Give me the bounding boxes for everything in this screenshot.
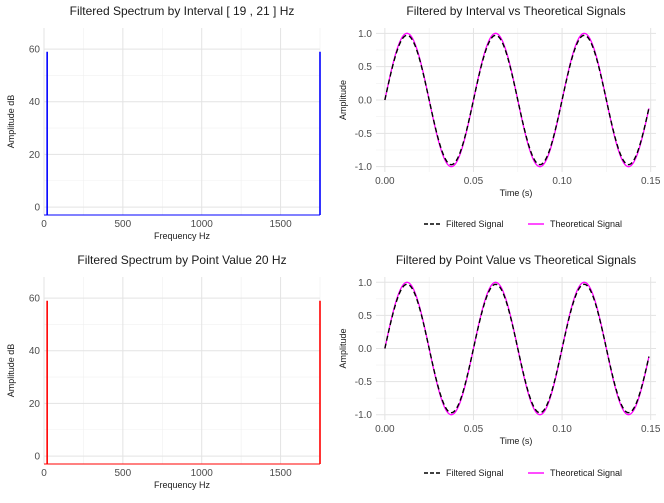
y-tick-label: 20 bbox=[29, 150, 41, 161]
series-line-filtered bbox=[384, 283, 650, 414]
x-tick-label: 0 bbox=[41, 468, 47, 479]
chart-title: Filtered Spectrum by Interval [ 19 , 21 … bbox=[70, 4, 295, 18]
x-tick-label: 0.05 bbox=[464, 424, 484, 435]
x-tick-label: 0.10 bbox=[552, 424, 572, 435]
legend-label: Theoretical Signal bbox=[550, 468, 622, 478]
y-tick-label: 40 bbox=[29, 346, 41, 357]
x-tick-label: 0.15 bbox=[641, 176, 661, 187]
chart-title: Filtered Spectrum by Point Value 20 Hz bbox=[77, 253, 286, 267]
chart-2: Filtered by Interval vs Theoretical Sign… bbox=[338, 4, 661, 229]
series-line-filtered bbox=[384, 34, 650, 166]
y-axis-label: Amplitude bbox=[338, 80, 348, 120]
chart-title: Filtered by Interval vs Theoretical Sign… bbox=[406, 4, 625, 18]
x-tick-label: 0.00 bbox=[375, 176, 395, 187]
y-tick-label: 0.5 bbox=[358, 62, 372, 73]
chart-title: Filtered by Point Value vs Theoretical S… bbox=[396, 253, 636, 267]
x-axis-label: Time (s) bbox=[500, 188, 533, 198]
legend-label: Filtered Signal bbox=[446, 468, 504, 478]
y-tick-label: 0 bbox=[34, 203, 40, 214]
legend-label: Theoretical Signal bbox=[550, 219, 622, 229]
chart-3: Filtered Spectrum by Point Value 20 Hz 0 5… bbox=[6, 253, 321, 490]
x-tick-label: 1000 bbox=[191, 468, 214, 479]
y-tick-label: 0.5 bbox=[358, 311, 372, 322]
x-tick-label: 0.10 bbox=[552, 176, 572, 187]
chart-4: Filtered by Point Value vs Theoretical S… bbox=[338, 253, 661, 478]
y-axis-label: Amplitude bbox=[338, 328, 348, 368]
y-tick-label: 1.0 bbox=[358, 29, 372, 40]
x-tick-label: 0.15 bbox=[641, 424, 661, 435]
y-tick-label: -0.5 bbox=[355, 377, 373, 388]
y-tick-label: 0.0 bbox=[358, 344, 372, 355]
x-tick-label: 0.00 bbox=[375, 424, 395, 435]
y-tick-label: 60 bbox=[29, 45, 41, 56]
y-tick-label: 60 bbox=[29, 294, 41, 305]
x-axis-label: Frequency Hz bbox=[154, 480, 211, 490]
x-tick-label: 500 bbox=[115, 219, 132, 230]
y-tick-label: 0 bbox=[34, 452, 40, 463]
x-tick-label: 1500 bbox=[269, 219, 292, 230]
x-tick-label: 1000 bbox=[191, 219, 214, 230]
legend: Filtered Signal Theoretical Signal bbox=[424, 219, 622, 229]
y-tick-label: 0.0 bbox=[358, 96, 372, 107]
legend-label: Filtered Signal bbox=[446, 219, 504, 229]
y-tick-label: -1.0 bbox=[355, 162, 373, 173]
x-tick-label: 0 bbox=[41, 219, 47, 230]
y-axis-label: Amplitude dB bbox=[6, 344, 16, 398]
chart-1: Filtered Spectrum by Interval [ 19 , 21 … bbox=[6, 4, 321, 241]
x-axis-label: Time (s) bbox=[500, 436, 533, 446]
legend: Filtered Signal Theoretical Signal bbox=[424, 468, 622, 478]
y-tick-label: 20 bbox=[29, 399, 41, 410]
x-tick-label: 1500 bbox=[269, 468, 292, 479]
y-tick-label: -1.0 bbox=[355, 410, 373, 421]
y-axis-label: Amplitude dB bbox=[6, 95, 16, 149]
x-tick-label: 500 bbox=[115, 468, 132, 479]
y-tick-label: 40 bbox=[29, 97, 41, 108]
x-tick-label: 0.05 bbox=[464, 176, 484, 187]
y-tick-label: 1.0 bbox=[358, 278, 372, 289]
x-axis-label: Frequency Hz bbox=[154, 231, 211, 241]
y-tick-label: -0.5 bbox=[355, 129, 373, 140]
